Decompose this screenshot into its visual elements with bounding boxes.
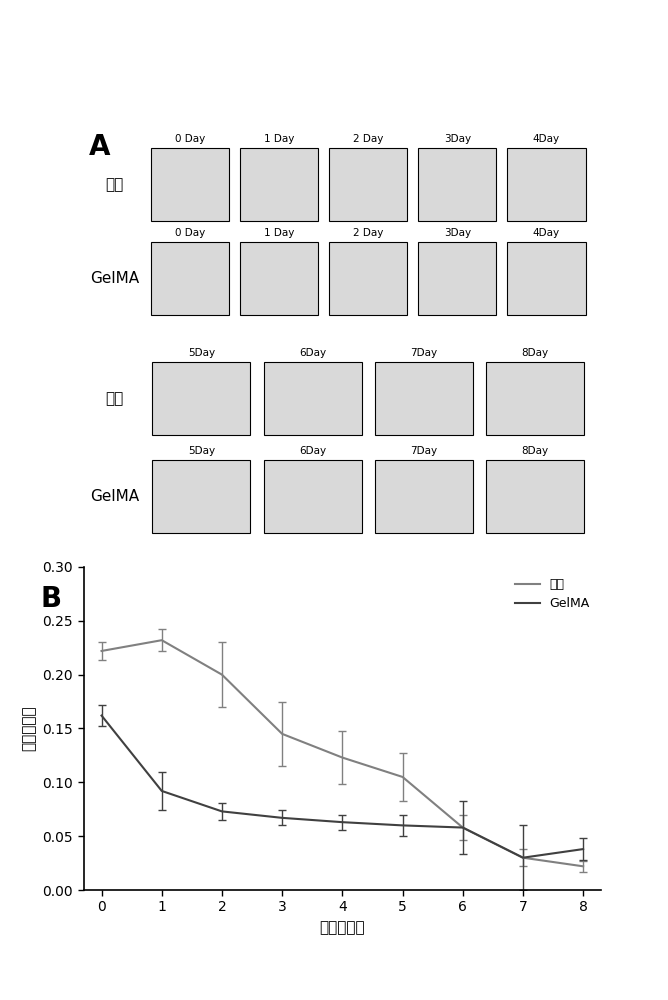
X-axis label: 时间（天）: 时间（天）	[319, 920, 365, 935]
Text: 6Day: 6Day	[299, 446, 326, 456]
FancyBboxPatch shape	[264, 362, 361, 435]
Text: 8Day: 8Day	[522, 446, 548, 456]
FancyBboxPatch shape	[375, 460, 473, 533]
Text: GelMA: GelMA	[90, 271, 139, 286]
Text: 4Day: 4Day	[533, 228, 560, 238]
Text: 空白: 空白	[106, 391, 124, 406]
Text: 6Day: 6Day	[299, 348, 326, 358]
FancyBboxPatch shape	[240, 242, 319, 315]
FancyBboxPatch shape	[151, 242, 229, 315]
FancyBboxPatch shape	[152, 362, 250, 435]
Text: 0 Day: 0 Day	[175, 228, 205, 238]
Text: 1 Day: 1 Day	[264, 228, 295, 238]
FancyBboxPatch shape	[507, 148, 586, 221]
Text: 0 Day: 0 Day	[175, 134, 205, 144]
FancyBboxPatch shape	[240, 148, 319, 221]
FancyBboxPatch shape	[329, 242, 407, 315]
Text: A: A	[89, 133, 110, 161]
Text: B: B	[40, 585, 61, 613]
Text: 2 Day: 2 Day	[353, 228, 383, 238]
FancyBboxPatch shape	[486, 460, 584, 533]
FancyBboxPatch shape	[152, 460, 250, 533]
Text: 8Day: 8Day	[522, 348, 548, 358]
Text: 4Day: 4Day	[533, 134, 560, 144]
FancyBboxPatch shape	[418, 148, 496, 221]
FancyBboxPatch shape	[486, 362, 584, 435]
Text: 1 Day: 1 Day	[264, 134, 295, 144]
Text: 7Day: 7Day	[410, 446, 438, 456]
Text: 空白: 空白	[106, 177, 124, 192]
Text: 3Day: 3Day	[444, 228, 471, 238]
Text: 3Day: 3Day	[444, 134, 471, 144]
FancyBboxPatch shape	[264, 460, 361, 533]
FancyBboxPatch shape	[151, 148, 229, 221]
Text: 5Day: 5Day	[188, 446, 215, 456]
FancyBboxPatch shape	[507, 242, 586, 315]
Text: 2 Day: 2 Day	[353, 134, 383, 144]
FancyBboxPatch shape	[375, 362, 473, 435]
Text: GelMA: GelMA	[90, 489, 139, 504]
Text: 5Day: 5Day	[188, 348, 215, 358]
Y-axis label: 创面愈合率: 创面愈合率	[22, 706, 37, 751]
Legend: 空白, GelMA: 空白, GelMA	[510, 573, 595, 615]
FancyBboxPatch shape	[329, 148, 407, 221]
FancyBboxPatch shape	[418, 242, 496, 315]
Text: 7Day: 7Day	[410, 348, 438, 358]
